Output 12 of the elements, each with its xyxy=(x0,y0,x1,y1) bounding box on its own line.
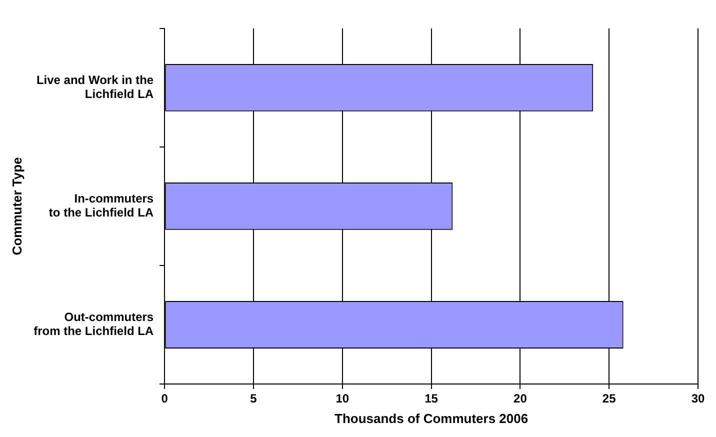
x-tick-label: 30 xyxy=(691,392,705,406)
y-tick-label: Out-commuters from the Lichfield LA xyxy=(34,310,154,338)
x-tick-label: 0 xyxy=(161,392,168,406)
x-tick-label: 20 xyxy=(514,392,528,406)
x-tick-label: 10 xyxy=(336,392,350,406)
x-tick-label: 5 xyxy=(250,392,258,406)
y-tick-label: Live and Work in the Lichfield LA xyxy=(36,72,154,102)
x-tick-label: 25 xyxy=(602,392,616,406)
y-tick-label: In-commuters to the Lichfield LA xyxy=(48,191,154,220)
y-axis-title: Commuter Type xyxy=(9,157,24,256)
x-tick-label: 15 xyxy=(424,392,438,406)
x-axis-title: Thousands of Commuters 2006 xyxy=(334,410,528,426)
